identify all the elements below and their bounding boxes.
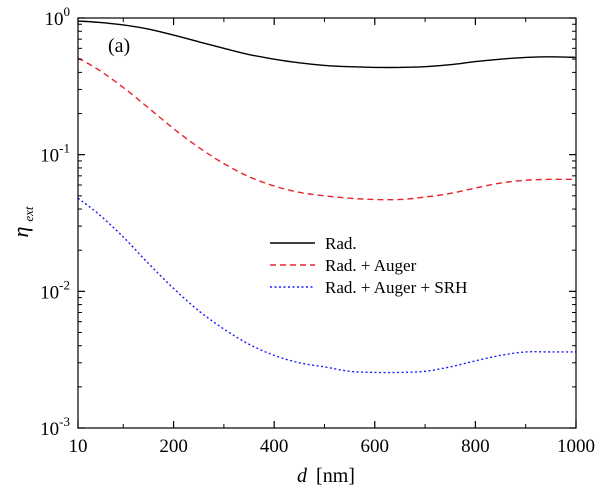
- legend-label-3: Rad. + Auger + SRH: [325, 278, 467, 297]
- x-tick-label: 10: [69, 436, 88, 457]
- y-tick-label: 10-2: [40, 277, 70, 303]
- y-axis-subscript: ext: [21, 206, 36, 222]
- y-axis-label: η ext: [8, 206, 36, 237]
- y-tick-label: 10-1: [40, 141, 70, 167]
- x-tick-label: 400: [260, 436, 289, 457]
- x-tick-label: 600: [361, 436, 390, 457]
- x-axis-unit: [nm]: [316, 465, 355, 487]
- x-tick-label: 1000: [557, 436, 595, 457]
- tick-layer: 10 200 400 600 800 1000 100 10-1 10-2 10-3: [40, 4, 595, 457]
- panel-label: (a): [108, 35, 130, 57]
- series-line-2: [77, 57, 577, 201]
- x-axis-label: d [nm]: [297, 465, 355, 487]
- plot-frame: [77, 17, 577, 429]
- legend: Rad. Rad. + Auger Rad. + Auger + SRH: [270, 234, 467, 297]
- legend-label-2: Rad. + Auger: [325, 256, 417, 275]
- y-axis-symbol: η: [8, 227, 33, 238]
- legend-label-1: Rad.: [325, 234, 357, 253]
- y-tick-label: 10-3: [40, 414, 70, 440]
- series-line-1: [77, 20, 577, 69]
- x-axis-symbol: d: [297, 465, 308, 487]
- series-layer: [77, 20, 577, 374]
- x-tick-label: 200: [159, 436, 188, 457]
- y-tick-label: 100: [45, 4, 71, 30]
- x-tick-label: 800: [461, 436, 490, 457]
